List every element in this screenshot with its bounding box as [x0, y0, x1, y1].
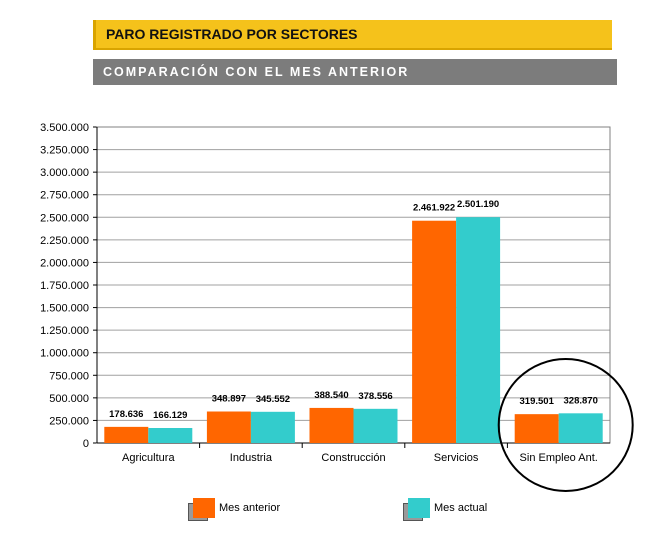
bar-anterior	[412, 220, 457, 443]
bar-actual	[353, 408, 398, 443]
legend-swatch-actual	[403, 498, 430, 521]
data-label-actual: 2.501.190	[457, 199, 499, 210]
data-label-anterior: 348.897	[212, 393, 246, 404]
data-label-actual: 166.129	[153, 410, 187, 421]
chart-subtitle: COMPARACIÓN CON EL MES ANTERIOR	[103, 65, 410, 79]
y-tick-label: 3.250.000	[40, 145, 89, 157]
y-tick-label: 0	[83, 438, 89, 450]
x-category-label: Servicios	[434, 452, 479, 464]
y-tick-label: 1.500.000	[40, 303, 89, 315]
legend-label-actual: Mes actual	[434, 502, 488, 514]
data-label-anterior: 388.540	[314, 390, 348, 401]
y-tick-label: 3.000.000	[40, 167, 89, 179]
bar-anterior	[104, 426, 149, 443]
data-label-actual: 345.552	[256, 394, 290, 405]
bar-actual	[148, 428, 193, 443]
highlight-circle	[497, 358, 634, 492]
y-tick-label: 750.000	[49, 370, 89, 382]
data-label-anterior: 319.501	[520, 396, 555, 407]
data-label-anterior: 178.636	[109, 409, 143, 420]
chart-subtitle-banner: COMPARACIÓN CON EL MES ANTERIOR	[93, 59, 617, 85]
x-category-label: Industria	[230, 452, 273, 464]
legend-item-mes-actual: Mes actual	[403, 498, 488, 521]
data-label-actual: 378.556	[358, 391, 392, 402]
legend-item-mes-anterior: Mes anterior	[188, 498, 281, 521]
y-tick-label: 1.750.000	[40, 280, 89, 292]
bar-anterior	[309, 407, 354, 443]
bar-actual	[558, 413, 603, 443]
legend-swatch-anterior	[188, 498, 215, 521]
y-tick-label: 2.500.000	[40, 212, 89, 224]
x-category-label: Construcción	[321, 452, 385, 464]
y-tick-label: 2.250.000	[40, 235, 89, 247]
y-tick-label: 500.000	[49, 393, 89, 405]
x-category-label: Agricultura	[122, 452, 175, 464]
legend-label-anterior: Mes anterior	[219, 502, 281, 514]
y-tick-label: 250.000	[49, 415, 89, 427]
y-tick-label: 2.750.000	[40, 190, 89, 202]
bar-actual	[456, 217, 501, 443]
y-tick-label: 3.500.000	[40, 122, 89, 134]
chart-title-banner: PARO REGISTRADO POR SECTORES	[93, 20, 612, 50]
bar-actual	[250, 411, 295, 443]
x-category-label: Sin Empleo Ant.	[520, 452, 598, 464]
data-label-actual: 328.870	[564, 395, 598, 406]
y-tick-label: 1.250.000	[40, 325, 89, 337]
bar-anterior	[514, 414, 559, 443]
y-tick-label: 2.000.000	[40, 257, 89, 269]
y-tick-label: 1.000.000	[40, 348, 89, 360]
chart-title: PARO REGISTRADO POR SECTORES	[106, 26, 358, 42]
data-label-anterior: 2.461.922	[413, 203, 455, 214]
bar-anterior	[206, 411, 251, 443]
